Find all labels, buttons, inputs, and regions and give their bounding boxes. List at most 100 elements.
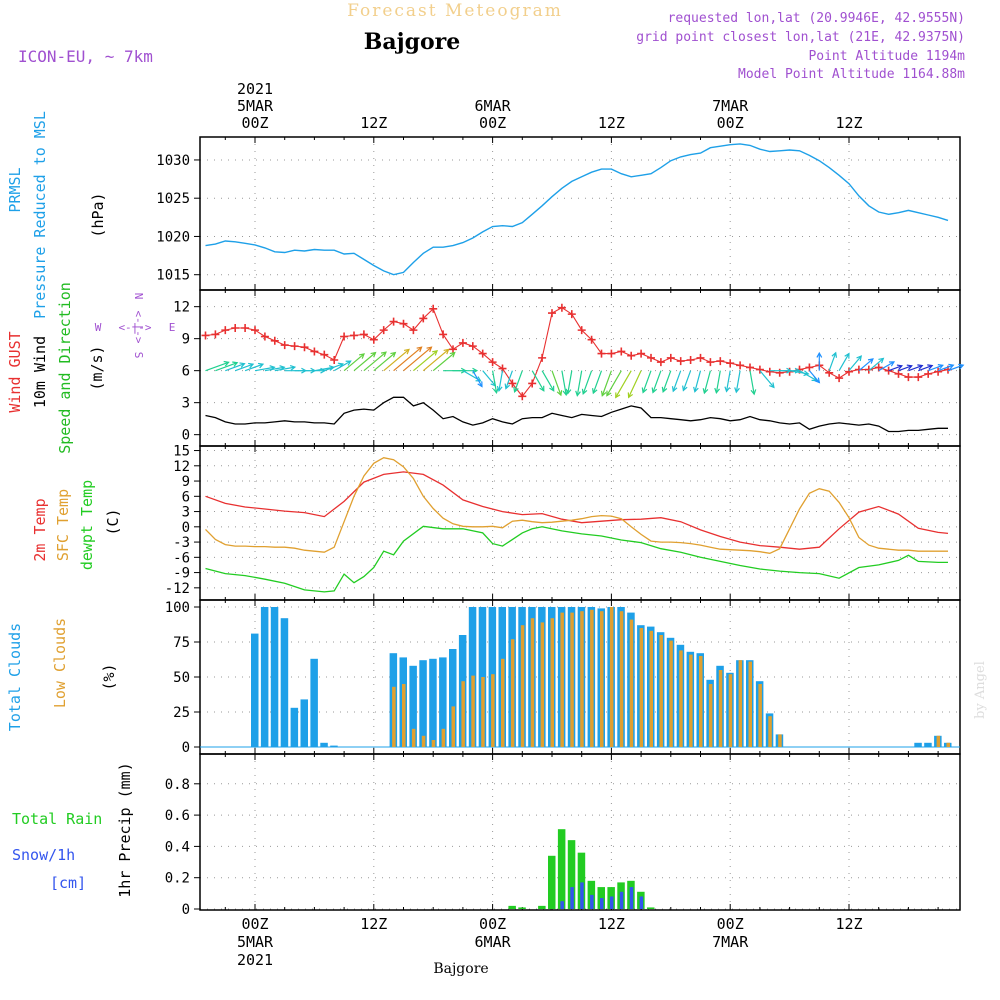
wind-arrow-head: [449, 351, 456, 358]
low-cloud-bar: [471, 675, 475, 747]
y-tick-label: 0: [182, 520, 190, 536]
gust-marker: [676, 357, 685, 366]
top-time-label: 6MAR: [475, 97, 512, 115]
rain-bar: [548, 855, 556, 909]
wind-arrow: [413, 350, 438, 372]
low-cloud-bar: [570, 612, 574, 747]
gust-marker: [864, 365, 873, 374]
snow-legend-2: [cm]: [50, 874, 86, 892]
wind-arrow: [628, 370, 642, 398]
wind-arrow-head: [651, 387, 658, 394]
low-cloud-bar: [520, 625, 525, 747]
gust-marker: [320, 350, 329, 359]
gust-label: Wind GUST: [6, 331, 24, 412]
wind-arrow: [264, 366, 285, 372]
wind-arrow: [363, 351, 387, 372]
total-cloud-bar: [449, 649, 457, 747]
gust-marker: [557, 303, 566, 312]
wind-arrow: [472, 370, 483, 387]
wind-arrow: [551, 370, 562, 396]
wind-arrow: [343, 353, 365, 372]
low-cloud-bar: [461, 681, 465, 747]
gust-marker: [726, 359, 735, 368]
low-cloud-bar: [778, 734, 782, 747]
total-cloud-bar: [300, 699, 308, 747]
wind-arrow: [898, 365, 912, 372]
gust-marker: [458, 338, 467, 347]
sfc-temp-label: SFC Temp: [54, 489, 72, 561]
wind-arrow: [393, 346, 422, 372]
gust-marker: [508, 379, 517, 388]
compass-w: W: [95, 321, 102, 334]
snow-legend-1: Snow/1h: [12, 846, 75, 864]
gust-marker: [300, 343, 309, 352]
bottom-time-label: 7MAR: [712, 933, 749, 951]
wind-arrow-head: [581, 388, 588, 395]
rain-legend: Total Rain: [12, 810, 102, 828]
wind-arrow-head: [714, 387, 720, 395]
wind-arrow: [514, 370, 523, 393]
rain-bar: [538, 905, 546, 909]
low-cloud-bar: [431, 740, 436, 747]
wind-arrow-head: [432, 350, 439, 356]
gust-marker: [637, 349, 646, 358]
wind-arrow: [682, 370, 692, 391]
wind-arrow-head: [627, 392, 634, 399]
y-tick-label: 0.6: [165, 808, 190, 824]
gust-marker: [696, 353, 705, 362]
wind-arrow-head: [232, 361, 239, 367]
low-cloud-bar: [392, 686, 396, 747]
y-tick-label: 12: [173, 459, 190, 475]
wind-arrow-head: [927, 364, 934, 370]
low-cloud-bar: [659, 635, 663, 747]
wind-arrow-head: [844, 352, 850, 359]
wind-arrow-head: [906, 364, 913, 370]
wind-arrow: [333, 360, 351, 372]
wind-arrow-head: [575, 390, 581, 397]
y-tick-label: -9: [173, 566, 190, 582]
gust-marker: [359, 330, 368, 339]
top-time-label: 12Z: [598, 114, 625, 132]
y-tick-label: 0: [182, 740, 190, 756]
low-cloud-bar: [411, 728, 416, 747]
snow-bar: [609, 896, 614, 909]
wind-arrow: [937, 364, 954, 372]
gust-marker: [340, 332, 349, 341]
wind-arrow: [927, 364, 943, 372]
wind-arrow: [749, 370, 755, 395]
wind-arrow: [403, 346, 432, 372]
y-tick-label: 15: [173, 444, 190, 460]
y-tick-label: 1030: [156, 153, 190, 169]
wind-arrow: [838, 353, 850, 371]
gust-marker: [221, 326, 230, 335]
gust-marker: [775, 368, 784, 377]
gust-marker: [330, 356, 339, 364]
low-cloud-bar: [421, 735, 426, 747]
total-cloud-bar: [260, 607, 269, 747]
low-cloud-bar: [590, 609, 594, 747]
gust-marker: [765, 367, 774, 376]
rain-bar: [567, 840, 576, 909]
gust-marker: [706, 358, 715, 367]
low-cloud-bar: [699, 656, 703, 747]
wind-arrow: [492, 370, 498, 393]
wind-arrow: [828, 352, 837, 371]
compass-ew-arrows: <-|->: [118, 321, 151, 334]
wind-arrow-head: [671, 386, 678, 393]
low-cloud-bar: [708, 684, 713, 747]
wind-label: 10m Wind: [31, 336, 49, 408]
gust-marker: [934, 367, 943, 376]
wind-arrow-head: [615, 392, 621, 399]
gust-marker: [409, 326, 418, 335]
precip-label: 1hr Precip (mm): [116, 762, 134, 897]
footer-location: Bajgore: [433, 961, 488, 977]
low-cloud-bar: [738, 660, 743, 747]
pressure-line: [205, 143, 949, 276]
low-cloud-bar: [501, 658, 505, 747]
total-cloud-bar: [251, 633, 259, 747]
wind-arrow-head: [223, 360, 230, 367]
wind-arrow: [482, 370, 496, 387]
wind-arrow-head: [888, 361, 896, 367]
gust-marker: [270, 336, 279, 345]
